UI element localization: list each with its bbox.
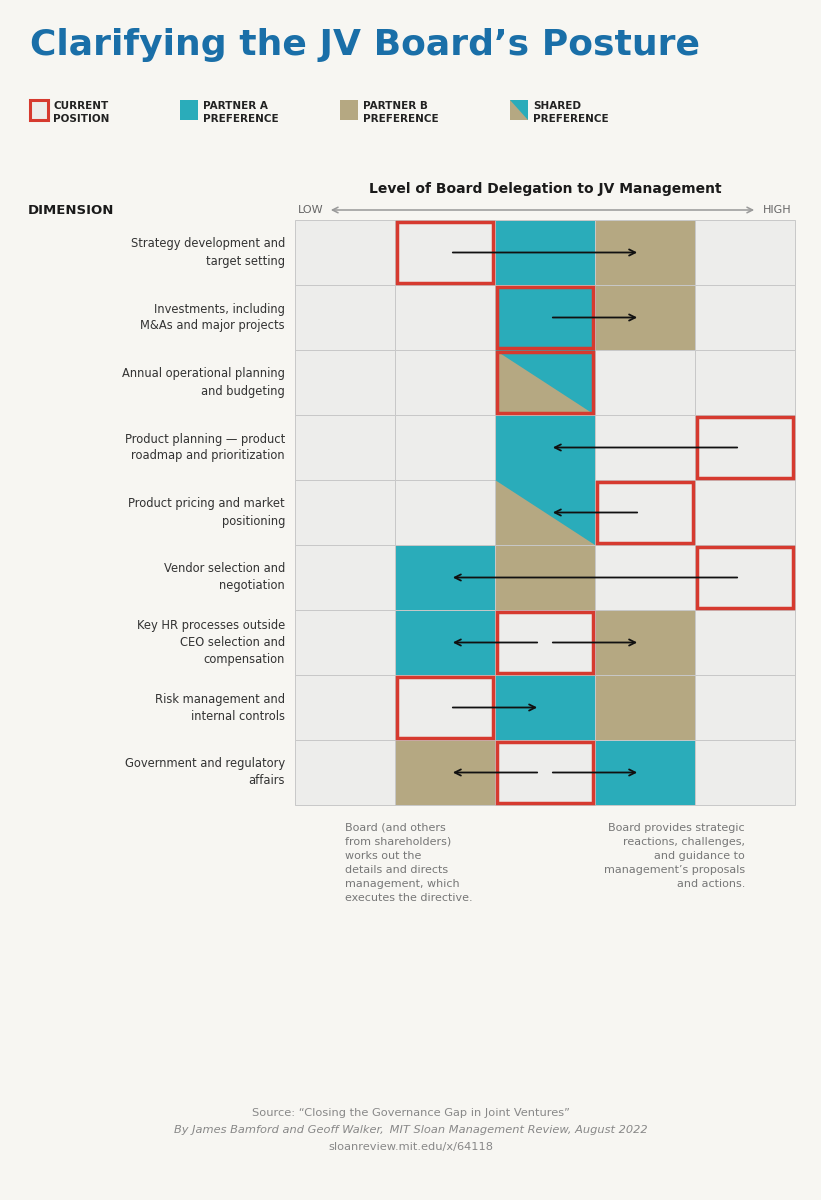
Bar <box>495 674 595 740</box>
Text: Vendor selection and
negotiation: Vendor selection and negotiation <box>163 563 285 593</box>
Text: PARTNER B
PREFERENCE: PARTNER B PREFERENCE <box>363 101 438 124</box>
Bar <box>497 742 593 803</box>
Text: Government and regulatory
affairs: Government and regulatory affairs <box>125 757 285 787</box>
Text: Source: “Closing the Governance Gap in Joint Ventures”: Source: “Closing the Governance Gap in J… <box>251 1108 570 1118</box>
Text: sloanreview.mit.edu/x/64118: sloanreview.mit.edu/x/64118 <box>328 1142 493 1152</box>
Text: Board (and others
from shareholders)
works out the
details and directs
managemen: Board (and others from shareholders) wor… <box>345 823 473 902</box>
Bar <box>495 350 595 415</box>
Bar <box>497 287 593 348</box>
Text: Strategy development and
target setting: Strategy development and target setting <box>131 238 285 268</box>
Text: PARTNER A
PREFERENCE: PARTNER A PREFERENCE <box>203 101 278 124</box>
Bar <box>395 610 495 674</box>
Bar <box>595 480 695 545</box>
Text: Risk management and
internal controls: Risk management and internal controls <box>155 692 285 722</box>
Bar <box>697 416 793 478</box>
Bar <box>495 740 595 805</box>
Bar <box>395 284 495 350</box>
Text: CURRENT
POSITION: CURRENT POSITION <box>53 101 109 124</box>
Text: DIMENSION: DIMENSION <box>28 204 114 216</box>
Bar <box>595 220 695 284</box>
Bar <box>295 610 395 674</box>
Text: Investments, including
M&As and major projects: Investments, including M&As and major pr… <box>140 302 285 332</box>
Bar <box>495 545 595 610</box>
Bar <box>595 350 695 415</box>
Text: HIGH: HIGH <box>764 205 792 215</box>
Text: Product pricing and market
positioning: Product pricing and market positioning <box>128 498 285 528</box>
Bar <box>180 100 198 120</box>
Bar <box>595 610 695 674</box>
Bar <box>495 610 595 674</box>
Bar <box>395 220 495 284</box>
Bar <box>697 547 793 608</box>
Bar <box>395 350 495 415</box>
Bar <box>295 350 395 415</box>
Bar <box>510 100 528 120</box>
Bar <box>395 674 495 740</box>
Text: Board provides strategic
reactions, challenges,
and guidance to
management’s pro: Board provides strategic reactions, chal… <box>604 823 745 889</box>
Bar <box>295 740 395 805</box>
Bar <box>597 482 693 542</box>
Bar <box>497 352 593 413</box>
Bar <box>395 480 495 545</box>
Bar <box>695 284 795 350</box>
Bar <box>495 480 595 545</box>
Polygon shape <box>495 350 595 415</box>
Bar <box>295 220 395 284</box>
Bar <box>30 100 48 120</box>
Bar <box>595 545 695 610</box>
Polygon shape <box>495 480 595 545</box>
Bar <box>295 674 395 740</box>
Bar <box>695 545 795 610</box>
Bar <box>397 677 493 738</box>
Bar <box>695 415 795 480</box>
Bar <box>295 545 395 610</box>
Bar <box>495 220 595 284</box>
Text: LOW: LOW <box>298 205 323 215</box>
Bar <box>695 350 795 415</box>
Text: By James Bamford and Geoff Walker,  MIT Sloan Management Review, August 2022: By James Bamford and Geoff Walker, MIT S… <box>174 1126 647 1135</box>
Text: SHARED
PREFERENCE: SHARED PREFERENCE <box>533 101 608 124</box>
Bar <box>695 740 795 805</box>
Text: Level of Board Delegation to JV Management: Level of Board Delegation to JV Manageme… <box>369 182 722 196</box>
Bar <box>595 284 695 350</box>
Text: Clarifying the JV Board’s Posture: Clarifying the JV Board’s Posture <box>30 28 700 62</box>
Text: Key HR processes outside
CEO selection and
compensation: Key HR processes outside CEO selection a… <box>137 619 285 666</box>
Bar <box>497 612 593 673</box>
Polygon shape <box>510 100 528 120</box>
Bar <box>595 740 695 805</box>
Bar <box>295 284 395 350</box>
Bar <box>595 415 695 480</box>
Bar <box>395 545 495 610</box>
Bar <box>695 220 795 284</box>
Bar <box>695 610 795 674</box>
Bar <box>340 100 358 120</box>
Bar <box>695 480 795 545</box>
Bar <box>397 222 493 283</box>
Text: Product planning — product
roadmap and prioritization: Product planning — product roadmap and p… <box>125 432 285 462</box>
Bar <box>395 740 495 805</box>
Bar <box>495 415 595 480</box>
Bar <box>295 415 395 480</box>
Bar <box>395 415 495 480</box>
Text: Annual operational planning
and budgeting: Annual operational planning and budgetin… <box>122 367 285 397</box>
Bar <box>495 284 595 350</box>
Bar <box>295 480 395 545</box>
Bar <box>595 674 695 740</box>
Bar <box>695 674 795 740</box>
